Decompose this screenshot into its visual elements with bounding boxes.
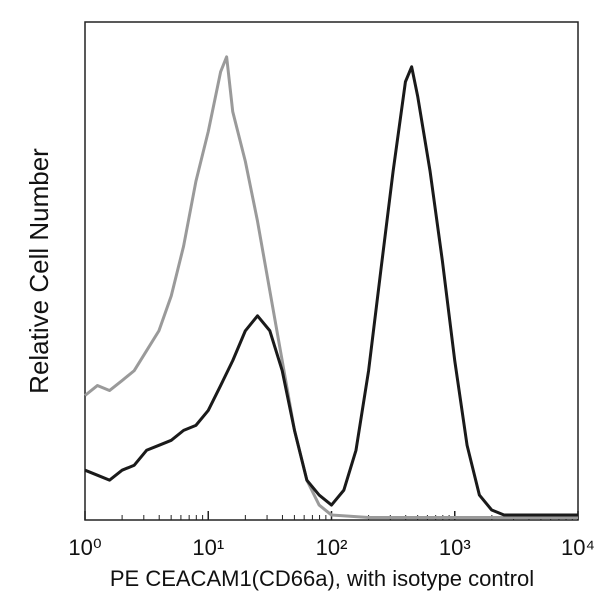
- x-tick-label: 10³: [439, 535, 471, 560]
- histogram-line: [84, 65, 578, 517]
- x-tick-label: 10⁰: [68, 535, 101, 560]
- x-axis-label: PE CEACAM1(CD66a), with isotype control: [110, 566, 534, 591]
- y-axis-label: Relative Cell Number: [24, 148, 54, 394]
- x-tick-label: 10²: [316, 535, 348, 560]
- histogram-line: [84, 55, 578, 520]
- x-tick-label: 10¹: [192, 535, 224, 560]
- x-tick-label: 10⁴: [561, 535, 595, 560]
